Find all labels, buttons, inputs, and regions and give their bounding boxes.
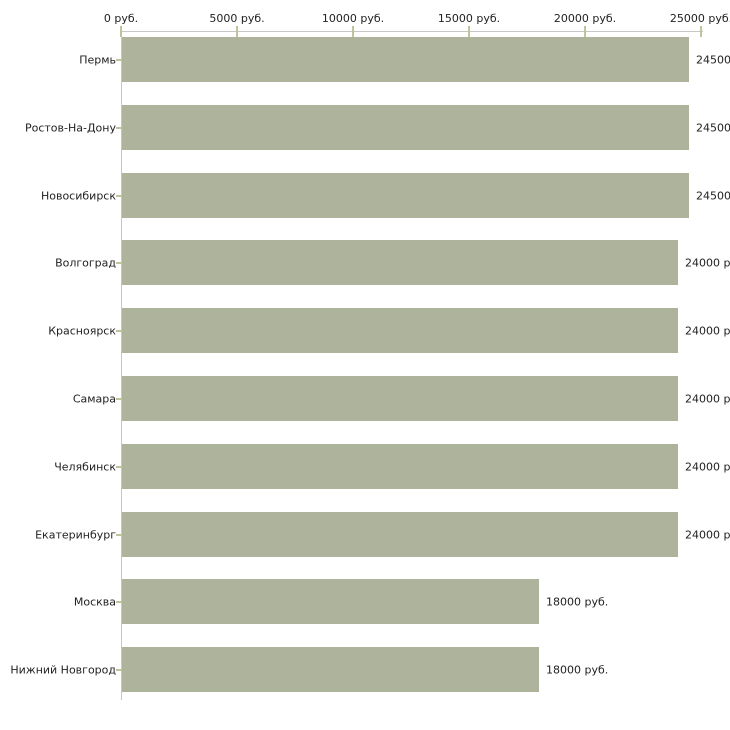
value-label: 24000 руб. — [685, 392, 730, 405]
category-label: Нижний Новгород — [10, 663, 116, 676]
x-axis-tick-label: 5000 руб. — [209, 12, 265, 25]
y-axis-line — [121, 31, 122, 700]
category-label: Новосибирск — [40, 189, 116, 202]
y-tick-mark — [116, 126, 126, 129]
category-label: Красноярск — [48, 324, 116, 337]
category-label: Челябинск — [54, 460, 116, 473]
bar — [122, 37, 689, 82]
value-label: 24000 руб. — [685, 324, 730, 337]
value-label: 24000 руб. — [685, 528, 730, 541]
value-label: 24500 руб. — [696, 53, 730, 66]
y-tick-mark — [116, 194, 126, 197]
value-label: 18000 руб. — [546, 595, 609, 608]
y-tick-mark — [116, 397, 126, 400]
x-tick-mark — [468, 26, 470, 37]
category-label: Самара — [72, 392, 116, 405]
bar — [122, 308, 678, 353]
y-tick-mark — [116, 261, 126, 264]
x-axis-line — [121, 31, 703, 32]
category-label: Москва — [73, 595, 116, 608]
y-tick-mark — [116, 58, 126, 61]
x-tick-mark — [120, 26, 122, 37]
x-axis-tick-label: 25000 руб. — [669, 12, 730, 25]
category-label: Ростов-На-Дону — [24, 121, 116, 134]
x-tick-mark — [584, 26, 586, 37]
bar — [122, 512, 678, 557]
value-label: 24000 руб. — [685, 256, 730, 269]
category-label: Екатеринбург — [35, 528, 116, 541]
bar — [122, 105, 689, 150]
value-label: 24500 руб. — [696, 189, 730, 202]
y-tick-mark — [116, 600, 126, 603]
x-axis-tick-label: 0 руб. — [103, 12, 139, 25]
y-tick-mark — [116, 533, 126, 536]
category-label: Пермь — [79, 53, 116, 66]
x-axis-tick-label: 10000 руб. — [321, 12, 385, 25]
value-label: 24500 руб. — [696, 121, 730, 134]
y-tick-mark — [116, 329, 126, 332]
value-label: 24000 руб. — [685, 460, 730, 473]
x-axis-tick-label: 20000 руб. — [553, 12, 617, 25]
bar — [122, 647, 539, 692]
bar — [122, 173, 689, 218]
value-label: 18000 руб. — [546, 663, 609, 676]
x-tick-mark — [236, 26, 238, 37]
y-tick-mark — [116, 465, 126, 468]
x-axis-tick-label: 15000 руб. — [437, 12, 501, 25]
bar — [122, 444, 678, 489]
bar — [122, 240, 678, 285]
category-label: Волгоград — [55, 256, 116, 269]
x-tick-mark — [700, 26, 702, 37]
bar — [122, 579, 539, 624]
x-tick-mark — [352, 26, 354, 37]
y-tick-mark — [116, 668, 126, 671]
bar — [122, 376, 678, 421]
